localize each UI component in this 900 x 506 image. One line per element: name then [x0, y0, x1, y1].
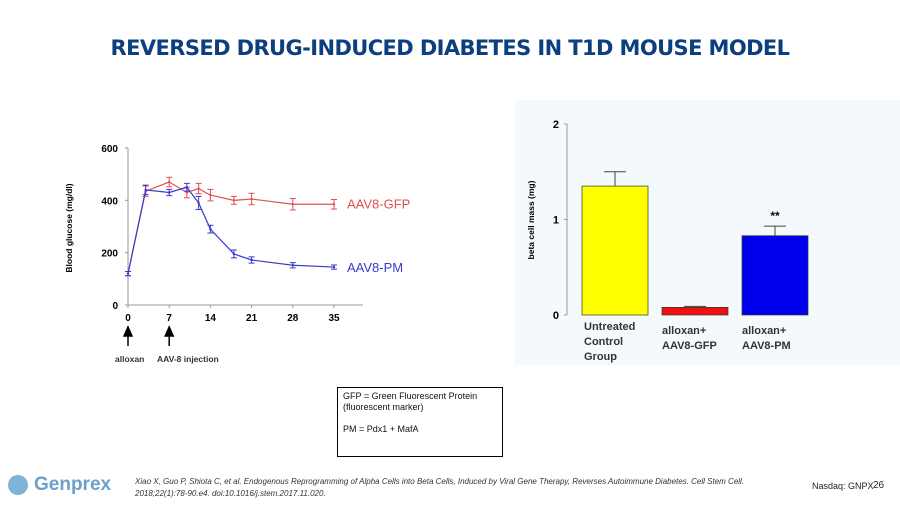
series-line-AAV8-PM: [127, 186, 335, 274]
arrow-icon: [164, 325, 175, 346]
abbrev-gfp-note: (fluorescent marker): [343, 402, 424, 412]
bar-1: [661, 307, 729, 316]
data-point: [168, 191, 171, 194]
genprex-logo: Genprex: [8, 474, 111, 496]
category-label: alloxan+: [742, 325, 786, 337]
x-tick-label: 7: [166, 313, 172, 324]
data-point: [250, 258, 253, 262]
data-point: [291, 203, 294, 206]
bar-0: [581, 185, 649, 316]
bar-2: [741, 235, 809, 316]
y-tick-label: 1: [553, 215, 559, 227]
annotation: AAV-8 injection: [157, 354, 219, 364]
data-point: [197, 187, 200, 190]
ticker: Nasdaq: GNPX: [812, 481, 874, 491]
error-bar: [604, 171, 626, 187]
x-tick-label: 21: [246, 313, 258, 324]
series-label: AAV8-PM: [347, 260, 403, 275]
data-point: [332, 203, 336, 206]
category-label: AAV8-PM: [742, 340, 791, 352]
x-tick-label: 35: [328, 313, 340, 324]
error-bar: [684, 305, 706, 308]
data-point: [209, 193, 212, 197]
citation: Xiao X, Guo P, Shiota C, et al. Endogeno…: [135, 477, 745, 498]
y-tick-label: 2: [553, 119, 559, 131]
data-point: [168, 180, 171, 184]
annotation: alloxan: [115, 354, 144, 364]
abbreviation-box: GFP = Green Fluorescent Protein (fluores…: [337, 387, 503, 457]
category-label: alloxan+: [662, 325, 706, 337]
data-point: [126, 272, 130, 275]
category-label: Group: [584, 351, 617, 363]
y-tick-label: 0: [112, 301, 118, 312]
y-tick-label: 600: [101, 144, 118, 155]
data-point: [291, 264, 294, 267]
data-point: [185, 186, 189, 189]
data-point: [332, 265, 336, 269]
category-label: Control: [584, 336, 623, 348]
y-tick-label: 400: [101, 196, 118, 207]
logo-drop-icon: [8, 475, 28, 495]
data-point: [232, 199, 236, 202]
y-axis-label: beta cell mass (mg): [526, 180, 536, 259]
significance-label: **: [770, 209, 780, 223]
data-point: [197, 201, 200, 205]
x-tick-label: 28: [287, 313, 299, 324]
x-tick-label: 14: [205, 313, 217, 324]
abbrev-gfp: GFP = Green Fluorescent Protein: [343, 391, 478, 401]
series-line-AAV8-GFP: [127, 181, 334, 274]
y-tick-label: 0: [553, 310, 559, 322]
background-decoration: [515, 100, 900, 365]
data-point: [232, 252, 236, 256]
series-label: AAV8-GFP: [347, 196, 410, 211]
page-title: REVERSED DRUG-INDUCED DIABETES IN T1D MO…: [110, 36, 791, 60]
logo-text: Genprex: [34, 474, 112, 495]
category-label: AAV8-GFP: [662, 340, 717, 352]
data-point: [144, 188, 147, 192]
category-label: Untreated: [584, 321, 635, 333]
x-tick-label: 0: [125, 313, 131, 324]
data-point: [250, 197, 253, 201]
arrow-icon: [122, 325, 134, 346]
data-point: [185, 191, 189, 194]
abbrev-pm: PM = Pdx1 + MafA: [343, 424, 419, 434]
data-point: [209, 227, 212, 231]
y-axis-label: Blood glucose (mg/dl): [64, 183, 74, 272]
y-tick-label: 200: [101, 249, 118, 260]
page-number: 26: [873, 480, 885, 491]
error-bar: [764, 225, 786, 236]
